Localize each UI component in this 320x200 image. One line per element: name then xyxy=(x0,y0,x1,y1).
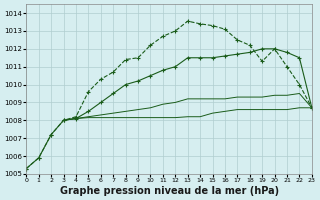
X-axis label: Graphe pression niveau de la mer (hPa): Graphe pression niveau de la mer (hPa) xyxy=(60,186,279,196)
